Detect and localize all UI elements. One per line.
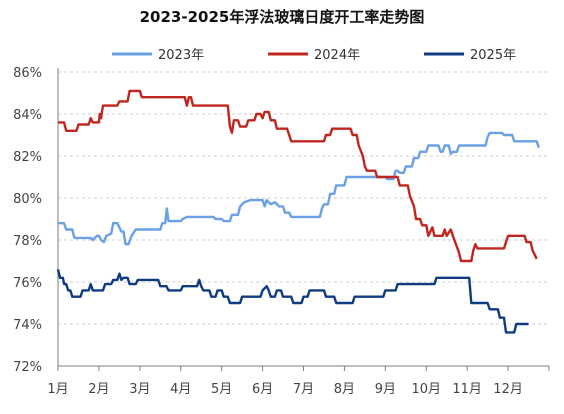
x-tick-label: 3月 [129, 382, 150, 397]
y-tick-label: 84% [13, 108, 42, 123]
legend-label: 2025年 [470, 48, 516, 63]
x-tick-label: 6月 [252, 382, 273, 397]
series-line-0 [58, 131, 540, 246]
chart-gridlines [58, 71, 549, 325]
y-tick-label: 72% [13, 360, 42, 375]
x-tick-label: 5月 [211, 382, 232, 397]
y-tick-label: 80% [13, 192, 42, 207]
x-tick-label: 1月 [47, 382, 68, 397]
y-tick-label: 74% [13, 318, 42, 333]
y-axis: 72% 74% 76% 78% 80% 82% 84% 86% [13, 66, 59, 375]
y-tick-label: 86% [13, 66, 42, 81]
x-axis: 1月 2月 3月 4月 5月 6月 7月 8月 9月 10月 11月 12月 [47, 365, 550, 397]
y-tick-label: 82% [13, 150, 42, 165]
chart-series-lines [56, 89, 540, 334]
x-tick-label: 10月 [411, 382, 441, 397]
x-tick-label: 11月 [452, 382, 482, 397]
x-tick-label: 2月 [88, 382, 109, 397]
series-line-1 [58, 89, 538, 263]
y-tick-label: 76% [13, 276, 42, 291]
legend-label: 2024年 [314, 48, 360, 63]
x-tick-label: 8月 [334, 382, 355, 397]
chart-title: 2023-2025年浮法玻璃日度开工率走势图 [140, 8, 425, 26]
x-tick-label: 12月 [493, 382, 523, 397]
legend-label: 2023年 [158, 48, 204, 63]
x-tick-label: 7月 [293, 382, 314, 397]
x-tick-label: 4月 [170, 382, 191, 397]
chart-legend: 2023年 2024年 2025年 [112, 48, 516, 63]
y-tick-label: 78% [13, 234, 42, 249]
series-line-2 [56, 269, 529, 334]
x-tick-label: 9月 [375, 382, 396, 397]
